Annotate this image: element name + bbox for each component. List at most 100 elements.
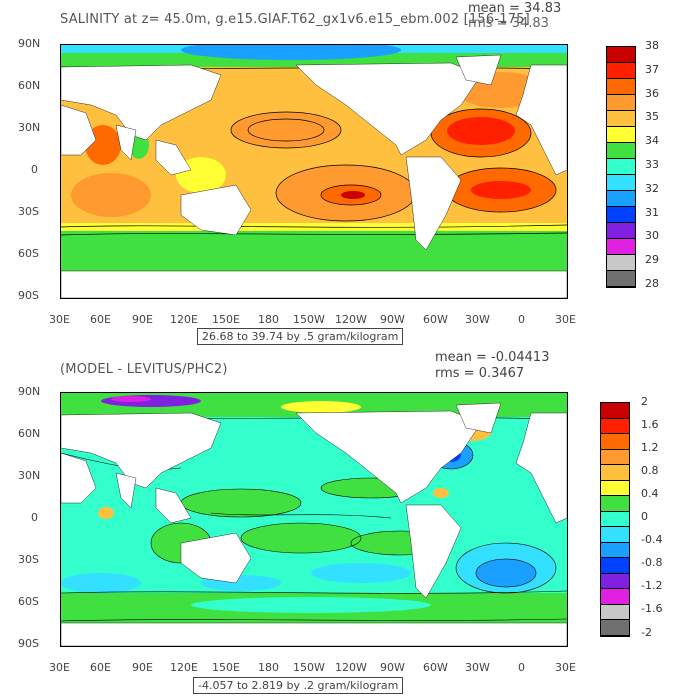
top-map [60,44,568,299]
top-lon-tick: 30E [555,313,576,326]
top-lon-tick: 0 [518,313,525,326]
bottom-colorbar-swatch [601,558,629,574]
top-lat-tick: 30S [18,205,39,218]
bottom-colorbar-tick: -0.8 [641,556,663,570]
top-indian-max [71,173,151,217]
top-satl-core [471,181,531,199]
top-colorbar-swatch [607,207,635,223]
bottom-lon-tick: 150W [293,661,325,674]
top-lon-tick: 90E [132,313,153,326]
bottom-lon-tick: 30E [555,661,576,674]
top-lat-tick: 90S [18,289,39,302]
top-range-box: 26.68 to 39.74 by .5 gram/kilogram [197,328,404,345]
bottom-lat-tick: 60N [18,427,41,440]
top-natl-core [447,117,515,145]
top-colorbar-tick: 30 [645,229,659,243]
bottom-lat-tick: 0 [31,511,38,524]
top-colorbar-swatch [607,143,635,159]
bottom-colorbar-swatch [601,403,629,419]
top-colorbar-tick: 38 [645,39,659,52]
bottom-lon-tick: 120W [335,661,367,674]
bottom-colorbar-tick: 1.6 [641,418,659,432]
top-colorbar-swatch [607,191,635,207]
top-rms: rms = 34.83 [468,16,549,31]
bottom-colorbar-swatch [601,527,629,543]
bottom-colorbar-swatch [601,589,629,605]
top-colorbar-swatch [607,239,635,255]
bottom-lon-tick: 180 [258,661,279,674]
bottom-lat-tick: 90S [18,637,39,650]
top-lon-tick: 60E [90,313,111,326]
top-colorbar-swatch [607,159,635,175]
bottom-lon-tick: 60E [90,661,111,674]
bottom-colorbar-swatch [601,480,629,496]
top-colorbar-tick: 35 [645,110,659,124]
top-colorbar-swatch [607,111,635,127]
top-colorbar [606,46,636,288]
top-title: SALINITY at z= 45.0m, g.e15.GIAF.T62_gx1… [60,12,530,27]
bottom-lat-tick: 60S [18,595,39,608]
bottom-rms: rms = 0.3467 [435,366,525,381]
bottom-lat-tick: 30N [18,469,41,482]
bottom-lon-tick: 90W [380,661,405,674]
top-lon-tick: 60W [423,313,448,326]
bottom-lon-tick: 90E [132,661,153,674]
bottom-colorbar-tick: 0.8 [641,464,659,478]
bottom-colorbar-swatch [601,434,629,450]
bottom-lon-tick: 150E [212,661,240,674]
bottom-map-svg [61,393,567,646]
top-lon-tick: 90W [380,313,405,326]
bottom-mean: mean = -0.04413 [435,350,550,365]
top-so-green [61,231,567,271]
top-colorbar-swatch [607,63,635,79]
top-colorbar-tick: 33 [645,158,659,171]
bottom-colorbar-swatch [601,511,629,527]
top-map-svg [61,45,567,298]
bottom-title: (MODEL - LEVITUS/PHC2) [60,362,228,377]
top-colorbar-tick: 32 [645,181,659,195]
top-npac-max [231,112,341,148]
bottom-colorbar-tick: 1.2 [641,441,659,455]
bottom-lat-tick: 30S [18,553,39,566]
bottom-colorbar-swatch [601,604,629,620]
bottom-colorbar-tick: -0.4 [641,533,663,547]
top-spac-peak [341,191,365,199]
bottom-colorbar-swatch [601,449,629,465]
bottom-lon-tick: 60W [423,661,448,674]
bottom-lon-tick: 0 [518,661,525,674]
bottom-lon-tick: 30E [49,661,70,674]
top-lon-tick: 120E [170,313,198,326]
bottom-range-box: -4.057 to 2.819 by .2 gram/kilogram [193,677,404,694]
top-lon-tick: 30E [49,313,70,326]
bottom-colorbar-swatch [601,542,629,558]
bottom-colorbar-swatch [601,620,629,636]
bottom-colorbar-swatch [601,418,629,434]
top-lat-tick: 0 [31,163,38,176]
top-colorbar-swatch [607,223,635,239]
top-colorbar-swatch [607,271,635,287]
top-lon-tick: 150W [293,313,325,326]
bottom-lon-tick: 120E [170,661,198,674]
top-colorbar-tick: 31 [645,205,659,219]
top-colorbar-swatch [607,175,635,191]
bottom-colorbar-tick: -1.6 [641,602,663,616]
top-colorbar-tick: 37 [645,62,659,76]
top-colorbar-tick: 28 [645,277,659,290]
bottom-colorbar-tick: 2 [641,395,648,408]
top-colorbar-tick: 34 [645,134,659,148]
top-lat-tick: 60N [18,79,41,92]
top-land [61,54,567,298]
top-lon-tick: 150E [212,313,240,326]
top-colorbar-tick: 29 [645,253,659,267]
top-arctic-blue [181,45,401,60]
top-lat-tick: 30N [18,121,41,134]
top-lat-tick: 60S [18,247,39,260]
bottom-colorbar-swatch [601,573,629,589]
top-colorbar-swatch [607,255,635,271]
top-lon-tick: 180 [258,313,279,326]
bottom-land [61,402,567,646]
bottom-colorbar-tick: 0 [641,510,648,524]
bottom-lon-tick: 30W [465,661,490,674]
top-colorbar-swatch [607,127,635,143]
bottom-lat-tick: 90N [18,385,41,398]
